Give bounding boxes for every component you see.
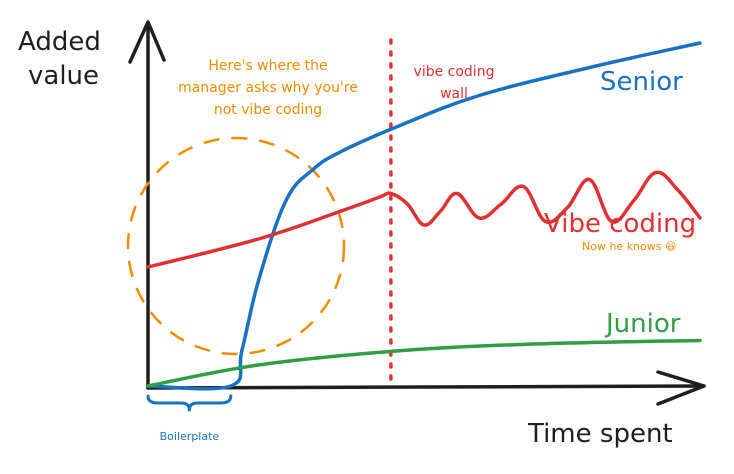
annotation-wall-line-2: wall xyxy=(440,86,468,102)
axes xyxy=(128,20,706,406)
y-axis-label-line-2: value xyxy=(28,61,99,91)
annotation-manager-line-2: manager asks why you're xyxy=(178,80,358,96)
series-label-vibe-coding: Vibe coding xyxy=(544,209,696,239)
y-axis-label-line-1: Added xyxy=(18,27,101,57)
series-label-junior: Junior xyxy=(604,309,681,339)
series-line-senior xyxy=(146,41,702,391)
annotation-now-he-knows: Now he knows 😆 xyxy=(582,240,676,253)
annotation-wall: vibe coding wall xyxy=(414,64,495,102)
annotation-wall-line-1: vibe coding xyxy=(414,64,495,80)
series-line-junior xyxy=(146,338,702,388)
x-axis-arrowhead xyxy=(656,370,706,406)
boilerplate-brace xyxy=(146,394,233,412)
x-axis-label: Time spent xyxy=(527,419,673,449)
x-axis-line xyxy=(146,384,706,390)
y-axis-arrowhead xyxy=(128,20,166,64)
manager-dashed-circle xyxy=(126,136,346,356)
annotation-manager-line-1: Here's where the xyxy=(208,58,327,74)
series-line-vibe-coding xyxy=(146,170,702,269)
annotation-manager-line-3: not vibe coding xyxy=(214,102,322,118)
annotation-manager: Here's where the manager asks why you're… xyxy=(178,58,358,118)
series-label-senior: Senior xyxy=(600,67,683,97)
annotation-boilerplate: Boilerplate xyxy=(160,430,220,443)
